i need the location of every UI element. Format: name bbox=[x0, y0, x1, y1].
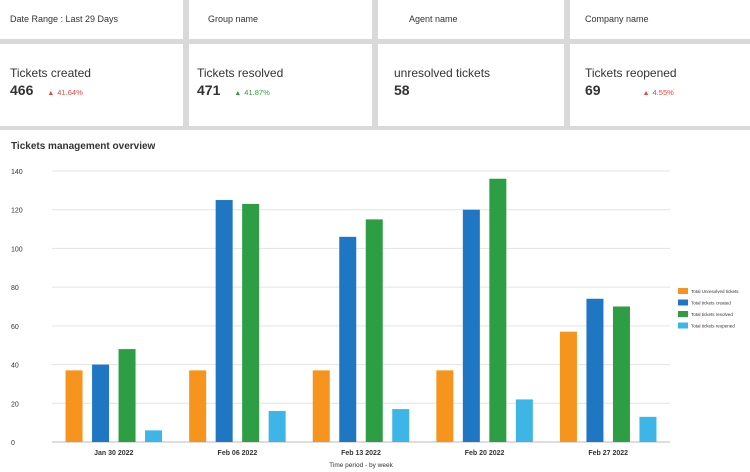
bar bbox=[365, 219, 383, 442]
bar bbox=[312, 370, 330, 442]
metric-change: ▲ 41.87% bbox=[234, 88, 269, 97]
agent-filter[interactable]: Agent name bbox=[378, 0, 564, 39]
x-tick-label: Feb 27 2022 bbox=[588, 450, 628, 457]
bar bbox=[639, 416, 657, 442]
metric-card-unresolved-tickets: unresolved tickets 58 bbox=[378, 44, 564, 126]
group-filter-label: Group name bbox=[208, 14, 259, 24]
company-filter[interactable]: Company name bbox=[570, 0, 750, 39]
bar bbox=[215, 200, 233, 442]
metric-change-value: 41.64% bbox=[57, 88, 83, 97]
arrow-up-icon: ▲ bbox=[642, 90, 650, 97]
arrow-up-icon: ▲ bbox=[47, 90, 55, 97]
bar bbox=[189, 370, 207, 442]
bar bbox=[559, 331, 577, 442]
metric-change: ▲ 41.64% bbox=[47, 88, 82, 97]
metric-label: Tickets reopened bbox=[585, 66, 677, 80]
y-tick-label: 20 bbox=[11, 401, 19, 408]
metric-change: ▲ 4.55% bbox=[643, 88, 674, 97]
y-tick-label: 120 bbox=[11, 208, 23, 215]
y-tick-label: 0 bbox=[11, 440, 15, 447]
legend-label: Total Unresolved tickets bbox=[691, 289, 739, 294]
x-tick-label: Feb 13 2022 bbox=[341, 450, 381, 457]
bar bbox=[489, 178, 507, 442]
metric-card-tickets-created: Tickets created 466 ▲ 41.64% bbox=[0, 44, 183, 126]
chart-title: Tickets management overview bbox=[11, 141, 156, 152]
bar bbox=[515, 399, 533, 442]
metric-value: 466 bbox=[10, 82, 34, 98]
bar bbox=[242, 203, 260, 442]
metric-label: Tickets created bbox=[10, 66, 91, 80]
legend-swatch bbox=[678, 322, 688, 329]
x-tick-label: Feb 20 2022 bbox=[465, 450, 505, 457]
bar bbox=[339, 236, 357, 442]
bar bbox=[586, 298, 604, 442]
bar bbox=[268, 411, 286, 442]
agent-filter-label: Agent name bbox=[409, 14, 458, 24]
date-range-label: Date Range : Last 29 Days bbox=[10, 14, 119, 24]
tickets-bar-chart: 0 20 40 60 80 100 120 140 Jan 30 2022 Feb 06 2022… bbox=[11, 169, 739, 469]
metric-value: 58 bbox=[394, 82, 410, 98]
bar bbox=[392, 409, 410, 442]
metric-label: unresolved tickets bbox=[394, 66, 491, 80]
metric-card-tickets-resolved: Tickets resolved 471 ▲ 41.87% bbox=[189, 44, 372, 126]
y-tick-label: 60 bbox=[11, 324, 19, 331]
y-tick-label: 80 bbox=[11, 285, 19, 292]
x-tick-label: Jan 30 2022 bbox=[94, 450, 133, 457]
group-filter[interactable]: Group name bbox=[189, 0, 372, 39]
x-tick-label: Feb 06 2022 bbox=[218, 450, 258, 457]
bar bbox=[118, 349, 136, 442]
metric-label: Tickets resolved bbox=[197, 66, 284, 80]
legend-label: Total tickets resolved bbox=[691, 312, 733, 317]
legend-label: Total tickets reopened bbox=[691, 324, 735, 329]
metric-change-value: 41.87% bbox=[244, 88, 270, 97]
date-range-filter[interactable]: Date Range : Last 29 Days bbox=[0, 0, 183, 39]
bar bbox=[65, 370, 83, 442]
metric-value: 69 bbox=[585, 82, 601, 98]
legend-swatch bbox=[678, 299, 688, 306]
metric-value: 471 bbox=[197, 82, 221, 98]
legend-label: Total tickets created bbox=[691, 301, 731, 306]
bar bbox=[462, 209, 480, 442]
metric-change-value: 4.55% bbox=[652, 88, 674, 97]
y-tick-label: 100 bbox=[11, 246, 23, 253]
bar bbox=[92, 364, 110, 442]
y-tick-label: 40 bbox=[11, 363, 19, 370]
company-filter-label: Company name bbox=[585, 14, 649, 24]
metric-card-tickets-reopened: Tickets reopened 69 ▲ 4.55% bbox=[570, 44, 750, 126]
y-tick-label: 140 bbox=[11, 169, 23, 176]
arrow-up-icon: ▲ bbox=[234, 90, 242, 97]
x-axis-label: Time period - by week bbox=[329, 462, 393, 469]
bar bbox=[436, 370, 454, 442]
bar bbox=[612, 306, 630, 442]
legend-swatch bbox=[678, 288, 688, 294]
legend-swatch bbox=[678, 311, 688, 317]
bar bbox=[145, 430, 163, 442]
chart-card: Tickets management overview 0 20 40 60 80 100… bbox=[0, 130, 750, 472]
